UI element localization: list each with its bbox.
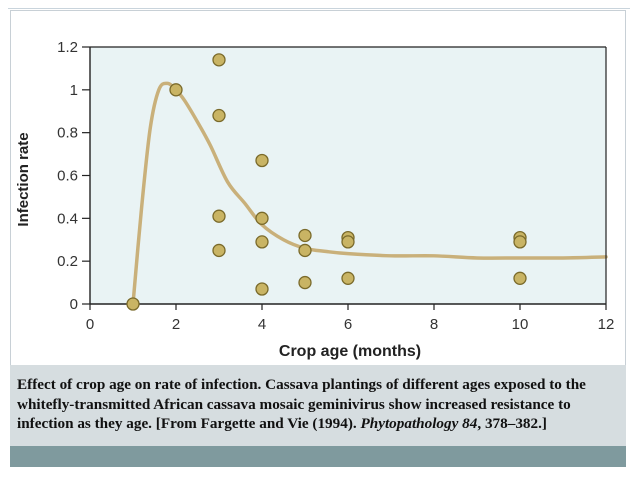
data-point — [212, 209, 226, 223]
data-point — [169, 83, 183, 97]
data-point — [212, 243, 226, 258]
caption-text-main: Effect of crop age on rate of infection.… — [17, 376, 586, 432]
data-point — [298, 228, 312, 243]
infection-rate-chart: 0 2 4 6 8 10 12 0 0.2 0.4 0.6 0.8 1 1.2 Infection rat… — [15, 39, 614, 360]
data-point — [212, 53, 226, 67]
y-tick-label: 1 — [70, 82, 78, 99]
data-point — [255, 282, 269, 296]
data-point — [341, 235, 355, 249]
axes: 0 2 4 6 8 10 12 0 0.2 0.4 0.6 0.8 1 1.2 — [57, 39, 614, 333]
data-point — [255, 211, 269, 225]
y-tick-label: 0 — [70, 296, 78, 313]
caption-text-end: , 378–382.] — [477, 415, 547, 432]
footer-band — [10, 446, 626, 467]
data-point — [126, 297, 140, 311]
y-tick-label: 0.6 — [57, 168, 78, 185]
y-axis-label: Infection rate — [15, 132, 32, 226]
fitted-curve — [131, 81, 608, 306]
top-rule — [8, 8, 630, 9]
x-tick-label: 10 — [512, 316, 529, 333]
data-points — [126, 53, 527, 311]
x-tick-label: 2 — [172, 316, 180, 333]
data-point — [298, 275, 312, 290]
x-tick-label: 8 — [430, 316, 438, 333]
data-point — [255, 235, 269, 249]
fitted-curve-layer — [131, 81, 608, 306]
data-point — [298, 243, 312, 258]
plot-area — [90, 47, 606, 304]
y-tick-label: 0.4 — [57, 210, 78, 227]
data-point — [255, 153, 269, 168]
data-point — [341, 271, 355, 285]
x-tick-label: 6 — [344, 316, 352, 333]
y-tick-label: 0.2 — [57, 253, 78, 270]
caption-journal: Phytopathology 84 — [360, 415, 478, 432]
data-point — [513, 235, 527, 249]
data-point — [513, 271, 527, 285]
figure-caption: Effect of crop age on rate of infection.… — [17, 375, 617, 434]
x-tick-label: 0 — [86, 316, 94, 333]
data-point — [212, 108, 226, 123]
y-tick-label: 0.8 — [57, 125, 78, 142]
x-axis-label: Crop age (months) — [279, 343, 421, 360]
y-tick-label: 1.2 — [57, 39, 78, 56]
x-tick-label: 4 — [258, 316, 266, 333]
x-tick-label: 12 — [598, 316, 615, 333]
